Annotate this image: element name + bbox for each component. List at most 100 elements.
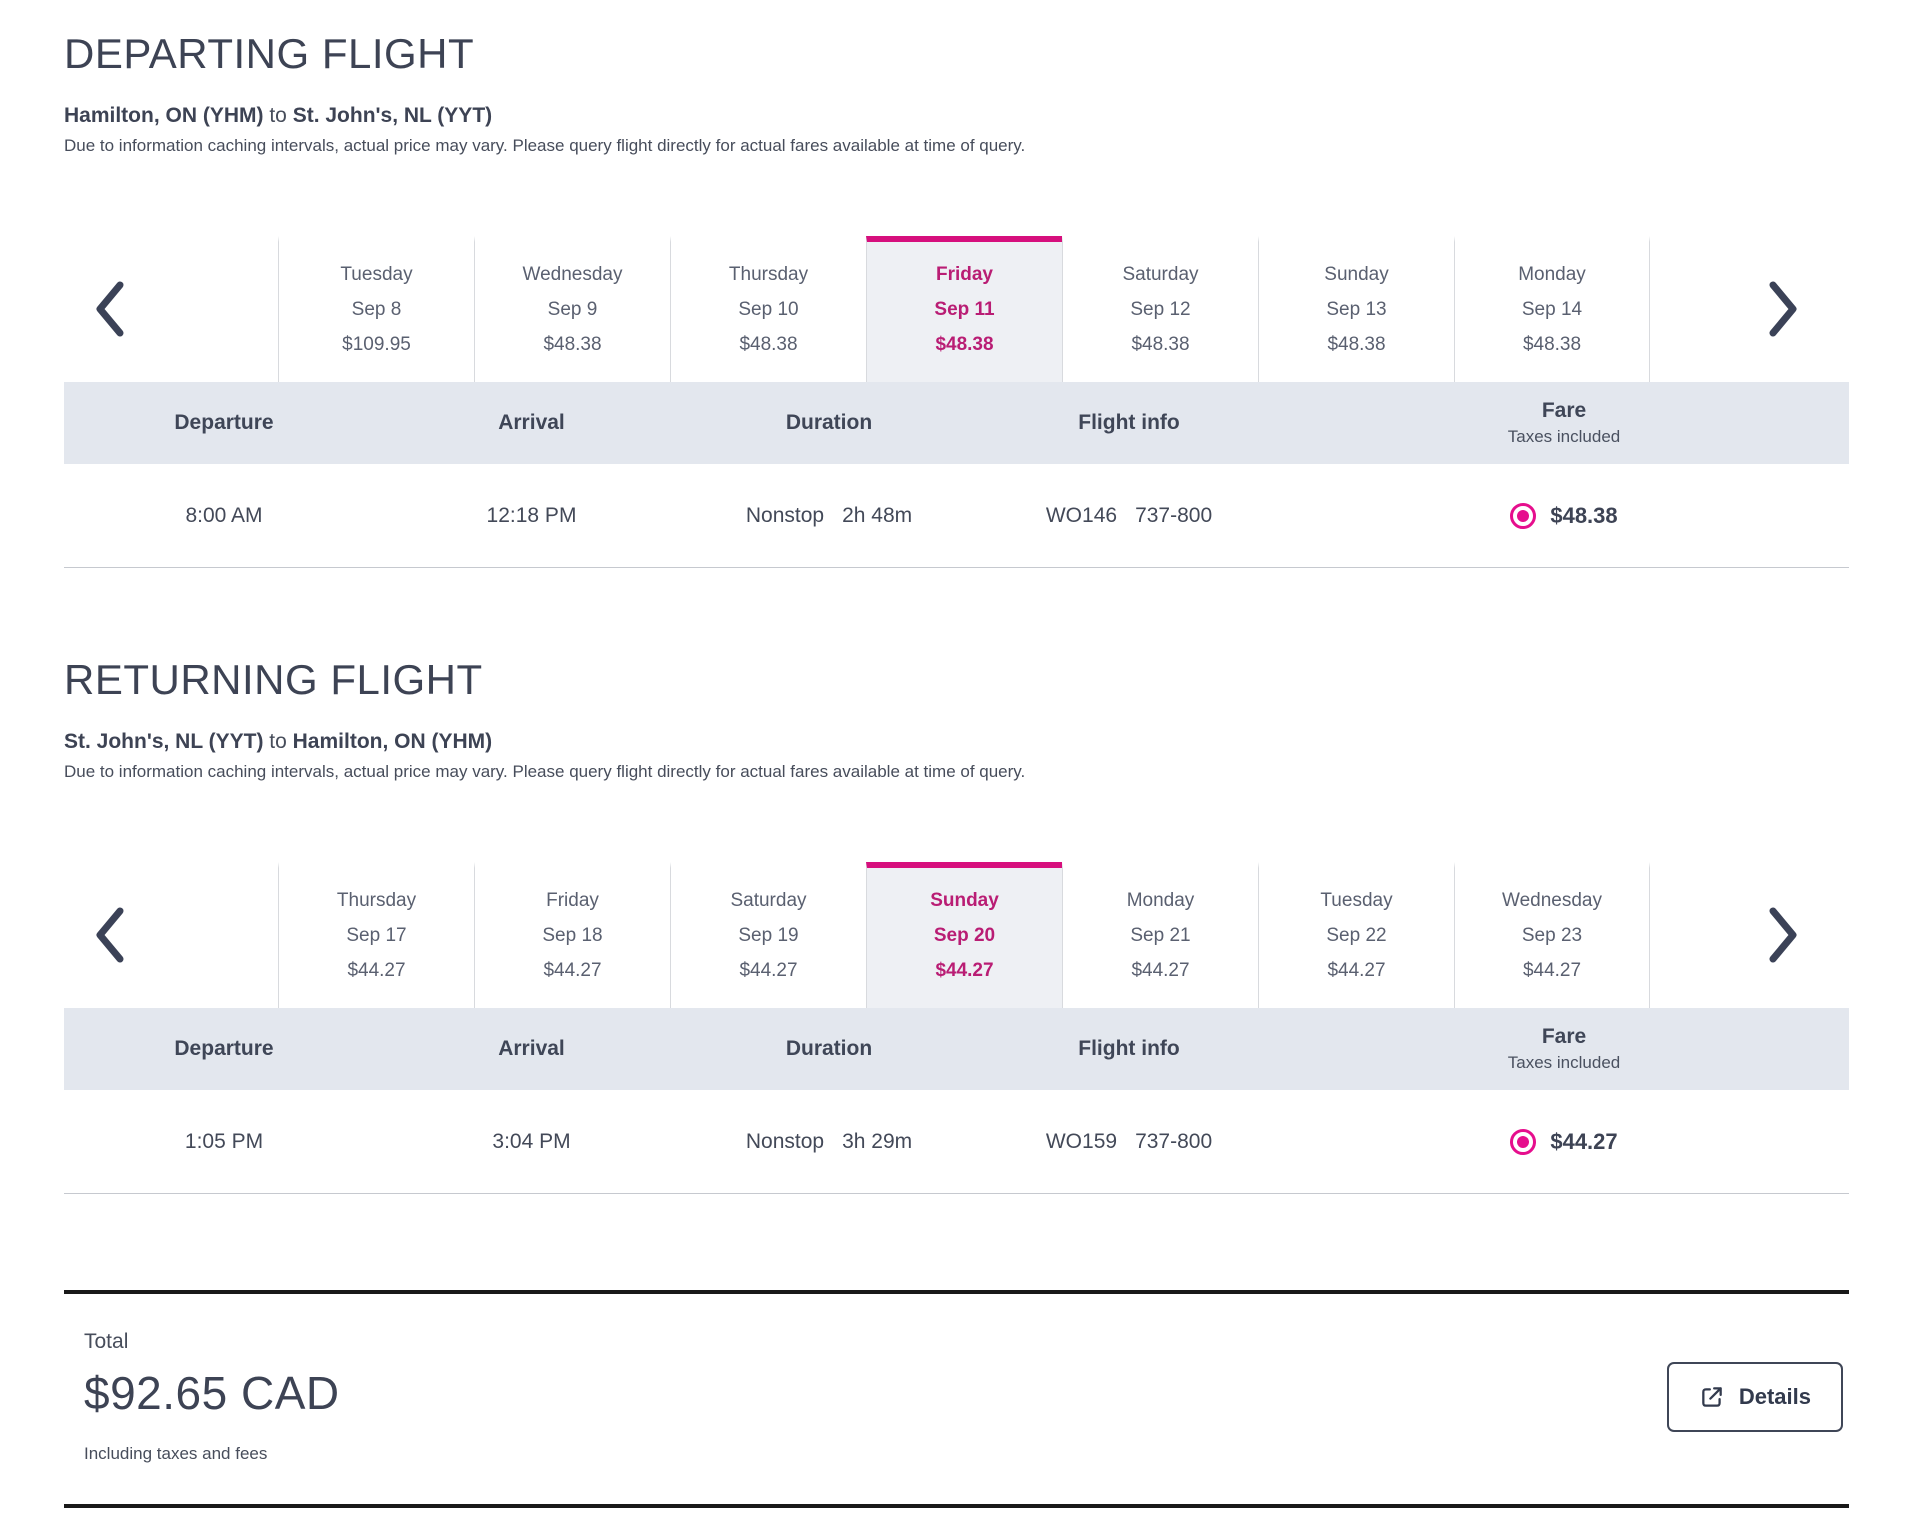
- day-name: Tuesday: [1320, 890, 1393, 911]
- day-cell[interactable]: Thursday Sep 10 $48.38: [670, 236, 866, 382]
- details-button[interactable]: Details: [1666, 1362, 1843, 1432]
- returning-flight-section: RETURNING FLIGHT St. John's, NL (YYT) to…: [64, 656, 1849, 1194]
- day-price: $48.38: [543, 334, 602, 355]
- stops: Nonstop: [745, 1129, 825, 1153]
- stops: Nonstop: [745, 503, 825, 527]
- flight-number: WO146: [1045, 503, 1118, 527]
- day-name: Wednesday: [1502, 890, 1602, 911]
- day-cell[interactable]: Wednesday Sep 9 $48.38: [474, 236, 670, 382]
- day-cell[interactable]: Thursday Sep 17 $44.27: [278, 862, 474, 1008]
- fare-label: Fare: [1541, 1025, 1587, 1048]
- chevron-right-icon: [1769, 907, 1797, 963]
- radio-dot: [1517, 509, 1530, 522]
- header-fare: Fare Taxes included: [1279, 399, 1849, 447]
- day-date: Sep 22: [1326, 925, 1387, 946]
- returning-title: RETURNING FLIGHT: [64, 656, 483, 703]
- origin-city: Hamilton, ON (YHM): [64, 104, 264, 127]
- flight-number: WO159: [1045, 1129, 1118, 1153]
- returning-date-carousel: Thursday Sep 17 $44.27 Friday Sep 18 $44…: [64, 862, 1849, 1008]
- day-cell[interactable]: Friday Sep 18 $44.27: [474, 862, 670, 1008]
- external-link-icon: [1702, 1387, 1722, 1407]
- arrival-time: 3:04 PM: [492, 1129, 571, 1153]
- day-cell-selected[interactable]: Sunday Sep 20 $44.27: [866, 862, 1062, 1008]
- returning-flight-row[interactable]: 1:05 PM 3:04 PM Nonstop 3h 29m WO159 737-8…: [64, 1090, 1849, 1194]
- day-price: $44.27: [1522, 960, 1582, 981]
- carousel-prev-button[interactable]: [92, 280, 126, 338]
- fare-label: Fare: [1541, 399, 1587, 422]
- day-cell-selected[interactable]: Friday Sep 11 $48.38: [866, 236, 1062, 382]
- radio-dot: [1517, 1135, 1530, 1148]
- day-price: $44.27: [1131, 960, 1190, 981]
- header-duration: Duration: [785, 1037, 873, 1060]
- day-name: Friday: [935, 264, 994, 285]
- day-cell[interactable]: Tuesday Sep 22 $44.27: [1258, 862, 1454, 1008]
- fare-amount: $44.27: [1550, 1128, 1618, 1154]
- day-date: Sep 10: [738, 299, 799, 320]
- aircraft-type: 737-800: [1135, 503, 1213, 527]
- fare-amount: $48.38: [1550, 502, 1618, 528]
- departing-flight-row[interactable]: 8:00 AM 12:18 PM Nonstop 2h 48m WO146 737-…: [64, 464, 1849, 568]
- total-summary-bar: Total $92.65 CAD Including taxes and fee…: [64, 1290, 1849, 1508]
- day-cell[interactable]: Wednesday Sep 23 $44.27: [1454, 862, 1650, 1008]
- returning-disclaimer: Due to information caching intervals, ac…: [64, 762, 1026, 781]
- carousel-right-zone: [1650, 236, 1849, 382]
- departure-time: 8:00 AM: [185, 503, 263, 527]
- day-price: $44.27: [543, 960, 602, 981]
- day-date: Sep 21: [1130, 925, 1191, 946]
- day-cell[interactable]: Monday Sep 21 $44.27: [1062, 862, 1258, 1008]
- header-flight-info: Flight info: [1078, 1037, 1180, 1060]
- day-price: $48.38: [739, 334, 798, 355]
- departing-route: Hamilton, ON (YHM) to St. John's, NL (YY…: [64, 104, 1849, 128]
- destination-city: Hamilton, ON (YHM): [292, 730, 493, 753]
- day-name: Saturday: [1122, 264, 1199, 285]
- header-fare: Fare Taxes included: [1279, 1025, 1849, 1073]
- duration: 2h 48m: [842, 503, 913, 527]
- origin-city: St. John's, NL (YYT): [64, 730, 264, 753]
- day-name: Friday: [546, 890, 599, 911]
- day-price: $109.95: [342, 334, 411, 355]
- day-date: Sep 12: [1130, 299, 1191, 320]
- flight-table-header: Departure Arrival Duration Flight info F…: [64, 382, 1849, 464]
- total-amount: $92.65 CAD: [84, 1367, 340, 1419]
- day-name: Thursday: [728, 264, 809, 285]
- chevron-left-icon: [96, 907, 124, 963]
- header-departure: Departure: [174, 411, 274, 434]
- duration: 3h 29m: [842, 1129, 913, 1153]
- carousel-left-zone: [64, 862, 278, 1008]
- day-price: $48.38: [1131, 334, 1190, 355]
- day-price: $44.27: [739, 960, 798, 981]
- departure-time: 1:05 PM: [184, 1129, 264, 1153]
- day-cell[interactable]: Tuesday Sep 8 $109.95: [278, 236, 474, 382]
- day-date: Sep 9: [547, 299, 598, 320]
- details-button-label: Details: [1738, 1384, 1811, 1409]
- carousel-next-button[interactable]: [1767, 906, 1801, 964]
- day-cell[interactable]: Saturday Sep 12 $48.38: [1062, 236, 1258, 382]
- destination-city: St. John's, NL (YYT): [292, 104, 493, 127]
- fare-taxes-note: Taxes included: [1507, 1053, 1621, 1072]
- day-name: Saturday: [730, 890, 807, 911]
- day-cell[interactable]: Monday Sep 14 $48.38: [1454, 236, 1650, 382]
- header-departure: Departure: [174, 1037, 274, 1060]
- header-arrival: Arrival: [498, 411, 565, 434]
- carousel-next-button[interactable]: [1767, 280, 1801, 338]
- arrival-time: 12:18 PM: [486, 503, 577, 527]
- day-cell[interactable]: Sunday Sep 13 $48.38: [1258, 236, 1454, 382]
- carousel-prev-button[interactable]: [92, 906, 126, 964]
- day-date: Sep 20: [933, 925, 996, 946]
- header-arrival: Arrival: [498, 1037, 565, 1060]
- total-info: Total $92.65 CAD Including taxes and fee…: [64, 1330, 340, 1464]
- day-price: $48.38: [935, 334, 994, 355]
- day-date: Sep 8: [351, 299, 402, 320]
- route-connector: to: [263, 104, 293, 127]
- fare-radio-selected[interactable]: [1510, 502, 1537, 529]
- carousel-right-zone: [1650, 862, 1849, 1008]
- day-cell[interactable]: Saturday Sep 19 $44.27: [670, 862, 866, 1008]
- chevron-right-icon: [1769, 281, 1797, 337]
- header-duration: Duration: [785, 411, 873, 434]
- day-price: $48.38: [1522, 334, 1582, 355]
- day-date: Sep 23: [1521, 925, 1583, 946]
- chevron-left-icon: [96, 281, 124, 337]
- fare-radio-selected[interactable]: [1510, 1128, 1537, 1155]
- header-flight-info: Flight info: [1078, 411, 1180, 434]
